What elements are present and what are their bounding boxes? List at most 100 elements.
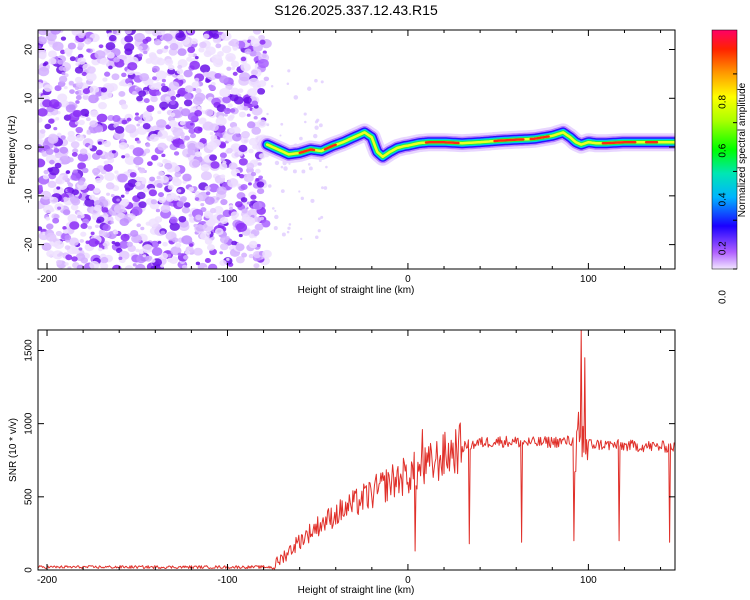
noise-blob — [58, 66, 65, 71]
noise-blob — [100, 169, 107, 175]
noise-blob — [137, 45, 143, 51]
noise-blob — [49, 196, 59, 204]
colorbar: 0.0 0.2 0.4 0.6 0.8 Normalized spectral ampl… — [711, 29, 748, 304]
snr-y-tick-label: 1500 — [24, 339, 35, 362]
noise-blob — [240, 136, 249, 144]
noise-blob — [113, 230, 119, 235]
noise-blob — [226, 147, 233, 154]
noise-blob — [42, 99, 52, 108]
noise-blob — [110, 220, 114, 224]
noise-blob — [193, 247, 203, 256]
noise-blob — [263, 76, 270, 82]
noise-blob — [108, 34, 117, 42]
noise-blob — [195, 142, 205, 150]
noise-blob — [150, 199, 158, 205]
noise-blob — [111, 240, 116, 245]
noise-blob — [74, 66, 84, 74]
noise-blob — [254, 223, 264, 231]
noise-blob — [181, 235, 193, 245]
snr-y-tick-label: 0 — [24, 567, 35, 573]
noise-blob — [220, 157, 226, 162]
noise-blob — [189, 133, 197, 139]
noise-blob — [80, 231, 87, 237]
noise-blob — [121, 103, 128, 110]
noise-blob — [64, 47, 73, 55]
noise-speckle — [317, 229, 321, 233]
noise-blob — [202, 121, 214, 131]
noise-blob — [251, 106, 263, 116]
noise-blob — [200, 171, 212, 181]
noise-blob — [95, 91, 102, 97]
noise-blob — [219, 236, 229, 244]
noise-blob — [93, 187, 101, 194]
noise-blob — [86, 129, 91, 133]
noise-blob — [75, 95, 82, 101]
snr-x-axis-label: Height of straight line (km) — [298, 585, 415, 596]
noise-blob — [132, 147, 144, 157]
noise-blob — [62, 175, 68, 181]
colorbar-tick-label: 0.8 — [718, 95, 729, 109]
noise-blob — [183, 135, 190, 141]
noise-blob — [136, 191, 146, 200]
noise-blob — [63, 86, 68, 90]
noise-blob — [101, 207, 109, 213]
noise-blob — [246, 121, 256, 129]
noise-speckle — [316, 118, 320, 122]
noise-blob — [150, 56, 161, 65]
noise-blob — [204, 238, 213, 245]
noise-blob — [49, 159, 55, 165]
noise-blob — [62, 229, 69, 234]
noise-blob — [100, 262, 109, 269]
noise-blob — [84, 113, 89, 117]
noise-speckle — [293, 95, 299, 100]
noise-blob — [225, 135, 234, 142]
noise-blob — [247, 39, 252, 44]
noise-blob — [212, 33, 220, 40]
noise-blob — [167, 257, 173, 263]
noise-blob — [38, 45, 42, 49]
noise-blob — [186, 153, 191, 158]
spectrogram-y-tick-label: 10 — [24, 92, 35, 104]
noise-blob — [164, 162, 173, 170]
noise-blob — [93, 172, 99, 176]
noise-blob — [104, 172, 115, 182]
noise-blob — [98, 230, 106, 237]
noise-blob — [219, 75, 229, 84]
noise-blob — [142, 244, 153, 253]
snr-x-tick-label: -100 — [217, 575, 237, 586]
noise-blob — [67, 188, 72, 193]
noise-blob — [136, 95, 143, 102]
noise-blob — [175, 32, 186, 42]
noise-blob — [159, 101, 169, 110]
snr-y-axis-label: SNR (10 * v/v) — [8, 418, 19, 482]
noise-blob — [124, 153, 130, 158]
noise-blob — [125, 191, 129, 195]
noise-blob — [69, 221, 80, 230]
noise-blob — [125, 77, 133, 85]
noise-speckle — [279, 134, 282, 137]
noise-blob — [204, 257, 211, 263]
noise-blob — [155, 208, 161, 213]
noise-blob — [167, 67, 176, 75]
noise-blob — [38, 30, 49, 36]
noise-blob — [120, 138, 125, 142]
noise-blob — [241, 131, 250, 139]
noise-blob — [203, 156, 209, 162]
noise-speckle — [283, 166, 288, 171]
noise-blob — [149, 176, 156, 182]
noise-blob — [248, 77, 260, 87]
colorbar-tick-label: 0.0 — [718, 290, 729, 304]
noise-blob — [128, 144, 135, 150]
noise-blob — [182, 173, 192, 182]
noise-speckle — [298, 190, 301, 193]
noise-speckle — [288, 223, 292, 226]
noise-blob — [151, 154, 159, 161]
noise-blob — [64, 234, 72, 241]
noise-blob — [238, 106, 243, 111]
noise-blob — [248, 240, 258, 249]
noise-blob — [138, 201, 147, 209]
noise-speckle — [314, 125, 319, 130]
